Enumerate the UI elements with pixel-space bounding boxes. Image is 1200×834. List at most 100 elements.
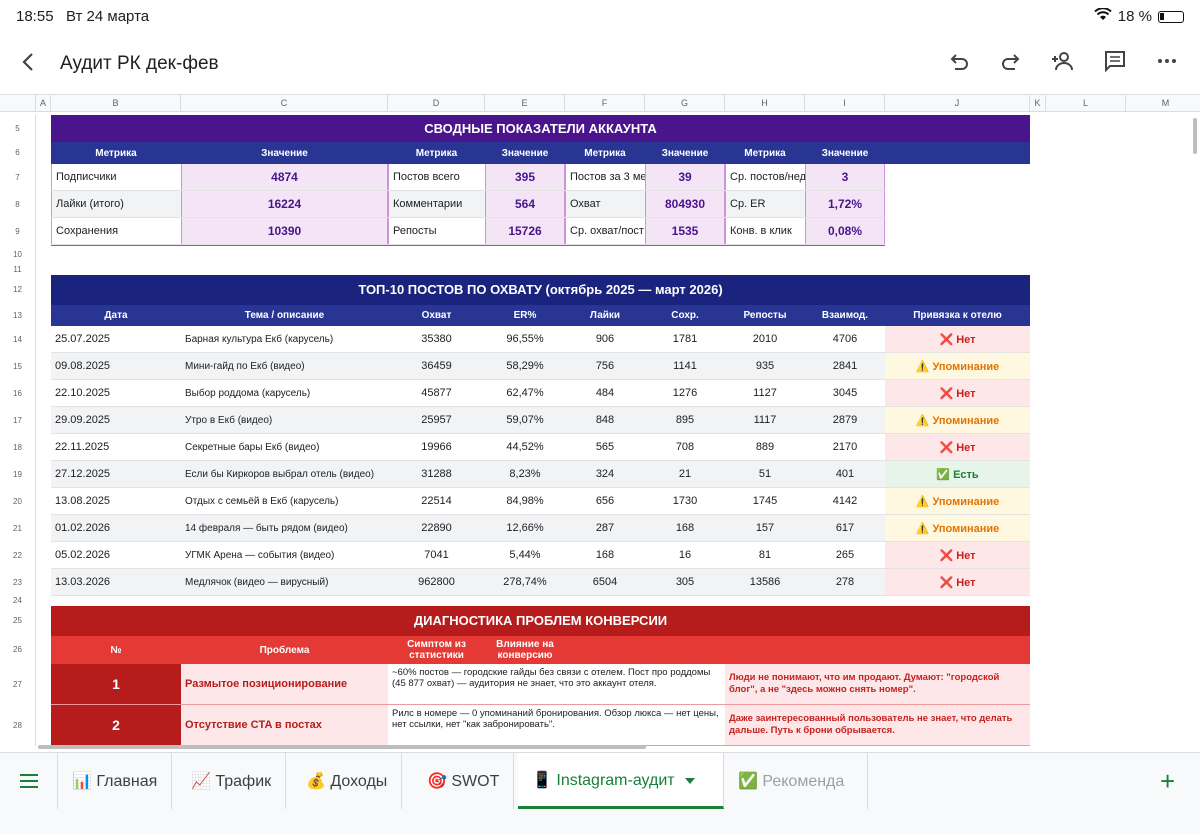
metric-value[interactable]: 564 [485, 191, 565, 217]
table-cell[interactable]: 1141 [673, 360, 697, 372]
row-header[interactable]: 15 [0, 353, 36, 380]
metric-value[interactable]: 1,72% [805, 191, 885, 217]
table-cell[interactable]: 305 [675, 576, 695, 588]
hotel-link-status[interactable]: ❌ Нет [885, 380, 1030, 406]
row-header[interactable]: 8 [0, 191, 36, 218]
tab-rekomendacii[interactable]: ✅ Рекоменда [724, 753, 868, 809]
header-cell[interactable]: Тема / описание [244, 310, 325, 321]
metric-label[interactable]: Подписчики [51, 164, 181, 190]
table-cell[interactable]: 3045 [832, 387, 858, 399]
redo-icon[interactable] [998, 50, 1024, 78]
table-cell[interactable]: 2879 [832, 414, 858, 426]
row-header[interactable]: 9 [0, 218, 36, 245]
col-header[interactable]: G [645, 95, 725, 112]
table-cell[interactable]: 278 [835, 576, 855, 588]
table-cell[interactable]: 1781 [672, 333, 698, 345]
table-cell[interactable]: 848 [595, 414, 615, 426]
table-cell[interactable]: 756 [595, 360, 615, 372]
diag-problem[interactable]: Размытое позиционирование [181, 664, 388, 704]
summary-title[interactable]: СВОДНЫЕ ПОКАЗАТЕЛИ АККАУНТА [51, 115, 1030, 142]
metric-label[interactable]: Комментарии [388, 191, 485, 217]
table-cell[interactable]: 287 [595, 522, 615, 534]
row-header[interactable]: 26 [0, 636, 36, 664]
table-cell[interactable]: 22514 [421, 495, 452, 507]
row-header[interactable]: 17 [0, 407, 36, 434]
row-header[interactable]: 14 [0, 326, 36, 353]
table-cell[interactable]: 2841 [832, 360, 858, 372]
table-cell[interactable]: 1276 [672, 387, 698, 399]
row-header[interactable]: 13 [0, 305, 36, 326]
tab-dohody[interactable]: 💰 Доходы [292, 753, 403, 809]
row-header[interactable]: 27 [0, 664, 36, 705]
corner-cell[interactable] [0, 95, 36, 112]
table-cell[interactable]: 25.07.2025 [55, 333, 111, 345]
table-cell[interactable]: 484 [595, 387, 615, 399]
header-cell[interactable]: Лайки [589, 310, 621, 321]
row-header[interactable]: 11 [0, 265, 36, 275]
table-cell[interactable]: 935 [755, 360, 775, 372]
header-cell[interactable]: Метрика [95, 147, 137, 159]
table-cell[interactable]: 22.10.2025 [55, 387, 111, 399]
col-header[interactable]: D [388, 95, 485, 112]
sheet-grid[interactable]: СВОДНЫЕ ПОКАЗАТЕЛИ АККАУНТА Метрика Знач… [36, 112, 1200, 752]
metric-value[interactable]: 15726 [485, 218, 565, 244]
table-cell[interactable]: Если бы Киркоров выбрал отель (видео) [185, 468, 375, 480]
table-cell[interactable]: 31288 [421, 468, 452, 480]
vertical-scrollbar[interactable] [1193, 118, 1197, 154]
table-cell[interactable]: 45877 [421, 387, 452, 399]
diag-symptom[interactable]: Рилс в номере — 0 упоминаний бронировани… [392, 708, 719, 730]
metric-value[interactable]: 1535 [645, 218, 725, 244]
top10-title[interactable]: ТОП-10 ПОСТОВ ПО ОХВАТУ (октябрь 2025 — … [51, 275, 1030, 305]
table-cell[interactable]: 05.02.2026 [55, 549, 111, 561]
diag-impact[interactable]: Даже заинтересованный пользователь не зн… [725, 705, 1030, 745]
table-cell[interactable]: 62,47% [506, 387, 544, 399]
table-cell[interactable]: 168 [675, 522, 695, 534]
row-header[interactable]: 19 [0, 461, 36, 488]
row-header[interactable]: 7 [0, 164, 36, 191]
table-cell[interactable]: 13586 [749, 576, 781, 588]
col-header[interactable]: M [1126, 95, 1200, 112]
row-header[interactable]: 6 [0, 142, 36, 164]
metric-value[interactable]: 16224 [181, 191, 388, 217]
table-cell[interactable]: 324 [595, 468, 615, 480]
row-header[interactable]: 18 [0, 434, 36, 461]
col-header[interactable]: H [725, 95, 805, 112]
table-cell[interactable]: 59,07% [506, 414, 544, 426]
col-header[interactable]: E [485, 95, 565, 112]
row-header[interactable]: 5 [0, 115, 36, 142]
table-cell[interactable]: 4142 [832, 495, 858, 507]
diag-impact[interactable]: Люди не понимают, что им продают. Думают… [725, 664, 1030, 704]
row-header[interactable]: 25 [0, 606, 36, 636]
hotel-link-status[interactable]: ✅ Есть [885, 461, 1030, 487]
table-cell[interactable]: 265 [835, 549, 855, 561]
table-cell[interactable]: 1127 [753, 387, 777, 399]
col-header[interactable]: J [885, 95, 1030, 112]
table-cell[interactable]: 2010 [752, 333, 778, 345]
table-cell[interactable]: 2170 [832, 441, 858, 453]
table-cell[interactable]: 27.12.2025 [55, 468, 111, 480]
table-cell[interactable]: 1117 [753, 414, 777, 426]
metric-label[interactable]: Лайки (итого) [51, 191, 181, 217]
col-header[interactable]: B [51, 95, 181, 112]
table-cell[interactable]: 14 февраля — быть рядом (видео) [185, 522, 348, 534]
metric-label[interactable]: Ср. охват/пост [565, 218, 645, 244]
header-cell[interactable]: Метрика [584, 147, 626, 159]
table-cell[interactable]: 1730 [672, 495, 698, 507]
header-cell[interactable]: Значение [261, 147, 308, 159]
header-cell[interactable]: Охват [421, 310, 452, 321]
table-cell[interactable]: 84,98% [506, 495, 544, 507]
document-title[interactable]: Аудит РК дек-фев [60, 53, 219, 74]
col-header[interactable]: A [36, 95, 51, 112]
table-cell[interactable]: 7041 [424, 549, 449, 561]
table-cell[interactable]: 81 [758, 549, 772, 561]
header-cell[interactable]: Репосты [743, 310, 787, 321]
hotel-link-status[interactable]: ⚠️ Упоминание [885, 515, 1030, 541]
table-cell[interactable]: 25957 [421, 414, 452, 426]
diag-title[interactable]: ДИАГНОСТИКА ПРОБЛЕМ КОНВЕРСИИ [51, 606, 1030, 636]
hotel-link-status[interactable]: ❌ Нет [885, 326, 1030, 352]
metric-label[interactable]: Конв. в клик [725, 218, 805, 244]
hotel-link-status[interactable]: ⚠️ Упоминание [885, 353, 1030, 379]
table-cell[interactable]: 09.08.2025 [55, 360, 111, 372]
col-header[interactable]: L [1046, 95, 1126, 112]
tab-swot[interactable]: 🎯 SWOT [413, 753, 515, 809]
